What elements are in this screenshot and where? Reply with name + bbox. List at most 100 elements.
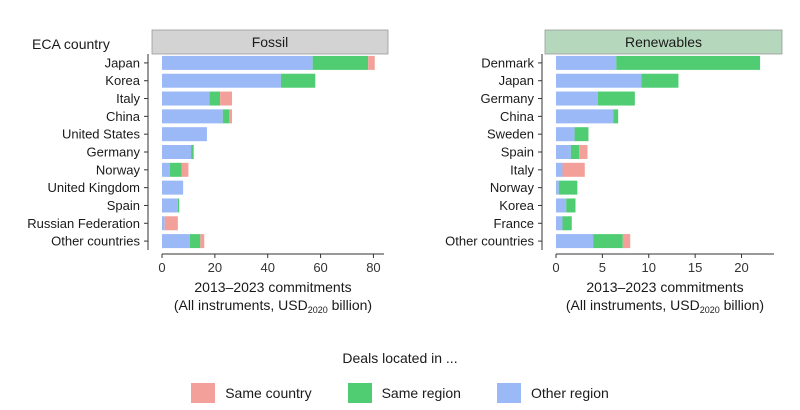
category-label-renewables-korea: Korea xyxy=(499,198,534,213)
x-tick-label-renewables-10: 10 xyxy=(642,260,656,275)
legend-label-same-country: Same country xyxy=(225,385,312,401)
category-label-renewables-france: France xyxy=(494,216,534,231)
category-label-fossil-china: China xyxy=(106,109,141,124)
x-tick-label-fossil-80: 80 xyxy=(366,260,380,275)
bar-fossil-japan-other-region xyxy=(162,55,313,70)
bar-fossil-russian-federation-other-region xyxy=(162,216,165,231)
bar-fossil-korea-other-region xyxy=(162,73,281,88)
bar-fossil-norway-same-region xyxy=(169,162,182,177)
bar-renewables-denmark-other-region xyxy=(556,55,617,70)
x-tick-label-fossil-20: 20 xyxy=(208,260,222,275)
category-label-renewables-japan: Japan xyxy=(499,73,534,88)
bar-renewables-france-other-region xyxy=(556,216,563,231)
bar-fossil-spain-other-region xyxy=(162,198,178,213)
bar-renewables-china-same-region xyxy=(613,109,619,124)
bar-renewables-other-countries-same-region xyxy=(593,234,623,249)
bar-fossil-china-same-country xyxy=(229,109,233,124)
x-tick-label-renewables-0: 0 xyxy=(552,260,559,275)
bar-renewables-japan-same-region xyxy=(641,73,679,88)
bar-renewables-spain-other-region xyxy=(556,145,571,159)
bar-renewables-sweden-same-region xyxy=(574,127,589,142)
bar-renewables-sweden-other-region xyxy=(556,127,575,142)
panel-title-strip-fossil xyxy=(151,29,389,55)
bar-fossil-germany-same-region xyxy=(191,145,194,159)
chart-canvas: Fossil ECA country Japan Korea Italy China Uni… xyxy=(27,29,783,315)
legend-swatch-other-region xyxy=(496,383,521,403)
legend-label-same-region: Same region xyxy=(381,385,461,401)
legend: Deals located in ... Same country Same r… xyxy=(0,350,800,410)
x-tick-label-fossil-40: 40 xyxy=(260,260,274,275)
bar-fossil-korea-same-region xyxy=(280,73,316,88)
legend-swatch-same-region xyxy=(347,383,372,403)
legend-item-same-country: Same country xyxy=(191,383,312,403)
bar-renewables-italy-same-country xyxy=(562,162,585,177)
bar-fossil-russian-federation-same-country xyxy=(164,216,178,231)
category-label-fossil-united-kingdom: United Kingdom xyxy=(48,180,141,195)
legend-item-other-region: Other region xyxy=(496,383,609,403)
bar-renewables-spain-same-country xyxy=(579,145,588,159)
y-axis-title: ECA country xyxy=(32,36,110,52)
panel-title-renewables: Renewables xyxy=(625,34,702,50)
bar-fossil-italy-same-region xyxy=(209,91,221,106)
bar-fossil-china-same-region xyxy=(222,109,230,124)
bar-fossil-other-countries-same-country xyxy=(200,234,205,249)
category-label-fossil-united-states: United States xyxy=(62,127,141,142)
bar-renewables-spain-same-region xyxy=(570,145,580,159)
bar-renewables-germany-same-region xyxy=(597,91,635,106)
bar-renewables-france-same-region xyxy=(562,216,572,231)
x-axis-title-line2-fossil: (All instruments, USD2020 billion) xyxy=(174,297,372,315)
bar-renewables-norway-same-region xyxy=(558,180,578,195)
x-tick-label-renewables-5: 5 xyxy=(599,260,606,275)
bar-fossil-japan-same-region xyxy=(312,55,369,70)
category-label-renewables-sweden: Sweden xyxy=(487,127,534,142)
bar-fossil-norway-same-country xyxy=(181,162,189,177)
legend-label-other-region: Other region xyxy=(530,385,609,401)
category-label-fossil-italy: Italy xyxy=(116,91,140,106)
legend-title: Deals located in ... xyxy=(342,350,458,366)
bar-renewables-other-countries-other-region xyxy=(556,234,594,249)
x-axis-title-line1-renewables: 2013–2023 commitments xyxy=(586,279,743,295)
category-label-fossil-russian-federation: Russian Federation xyxy=(27,216,140,231)
category-label-renewables-italy: Italy xyxy=(510,162,534,177)
legend-swatch-same-country xyxy=(191,383,216,403)
bar-fossil-japan-same-country xyxy=(368,55,375,70)
category-label-fossil-spain: Spain xyxy=(107,198,140,213)
category-label-renewables-norway: Norway xyxy=(490,180,535,195)
x-axis-title-line2-renewables: (All instruments, USD2020 billion) xyxy=(566,297,764,315)
bar-renewables-china-other-region xyxy=(556,109,614,124)
bar-fossil-germany-other-region xyxy=(162,145,192,159)
bar-fossil-italy-other-region xyxy=(162,91,210,106)
category-label-fossil-japan: Japan xyxy=(105,55,140,70)
bar-fossil-italy-same-country xyxy=(220,91,233,106)
bar-renewables-norway-other-region xyxy=(556,180,559,195)
category-label-renewables-germany: Germany xyxy=(481,91,535,106)
bar-fossil-norway-other-region xyxy=(162,162,170,177)
category-label-renewables-china: China xyxy=(500,109,535,124)
category-label-renewables-other-countries: Other countries xyxy=(445,234,534,249)
panel-fossil: Fossil ECA country Japan Korea Italy China Uni… xyxy=(27,29,389,315)
panel-renewables: Renewables Denmark Japan Germany China Sweden… xyxy=(445,29,783,315)
panel-title-strip-renewables xyxy=(544,29,783,55)
legend-item-same-region: Same region xyxy=(347,383,461,403)
legend-items: Same country Same region Other region xyxy=(0,383,800,403)
x-tick-label-fossil-60: 60 xyxy=(313,260,327,275)
bar-renewables-germany-other-region xyxy=(556,91,598,106)
category-label-renewables-spain: Spain xyxy=(501,145,534,160)
bar-fossil-other-countries-same-region xyxy=(189,234,201,249)
bar-renewables-korea-other-region xyxy=(556,198,567,213)
bar-renewables-other-countries-same-country xyxy=(622,234,631,249)
bar-fossil-united-states-other-region xyxy=(162,127,207,142)
category-label-renewables-denmark: Denmark xyxy=(481,55,534,70)
bar-renewables-korea-same-region xyxy=(566,198,576,213)
x-axis-title-line1-fossil: 2013–2023 commitments xyxy=(194,279,351,295)
panel-title-fossil: Fossil xyxy=(252,34,289,50)
bar-renewables-italy-other-region xyxy=(556,162,563,177)
x-tick-label-fossil-0: 0 xyxy=(158,260,165,275)
bar-renewables-denmark-same-region xyxy=(616,55,761,70)
bar-fossil-united-kingdom-other-region xyxy=(162,180,184,195)
category-label-fossil-other-countries: Other countries xyxy=(51,234,140,249)
category-label-fossil-korea: Korea xyxy=(105,73,140,88)
x-tick-label-renewables-20: 20 xyxy=(734,260,748,275)
x-tick-label-renewables-15: 15 xyxy=(688,260,702,275)
